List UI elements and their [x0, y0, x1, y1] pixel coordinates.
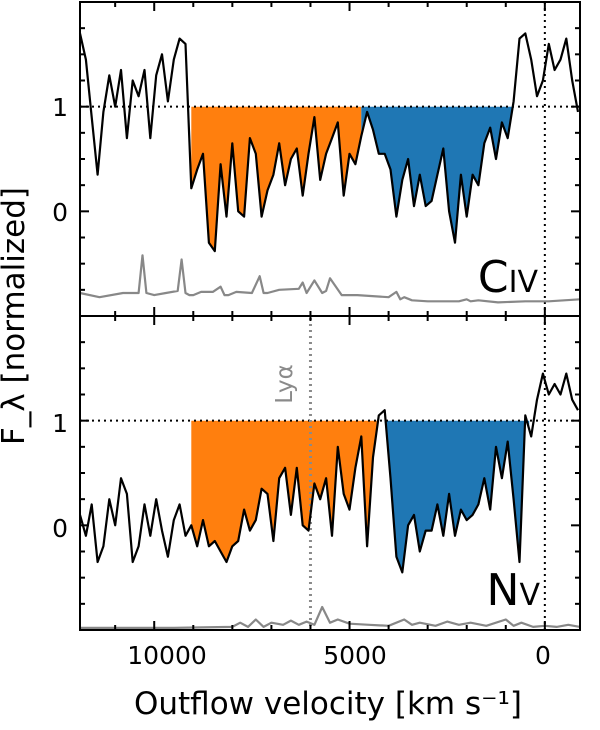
- xtick-label-5000: 5000: [323, 641, 387, 670]
- ion-label-civ: CIV: [478, 252, 539, 303]
- ion-element-n: N: [487, 565, 520, 616]
- error-line-nv: [80, 605, 581, 629]
- ion-element-c: C: [478, 252, 509, 303]
- ion-stage-v: V: [519, 578, 540, 613]
- absorption-fill-high-velocity-civ: [191, 106, 362, 252]
- ytick-label-1-top: 1: [52, 93, 68, 122]
- flux-line-nv: [78, 372, 579, 574]
- ytick-label-0-top: 0: [52, 198, 68, 227]
- absorption-fill-high-velocity-nv: [191, 420, 377, 562]
- ytick-label-0-bottom: 0: [52, 514, 68, 543]
- panel-nv: 1 0 NV Lyα 10000 5000 0: [52, 315, 581, 670]
- absorption-fill-low-velocity-nv: [376, 420, 530, 573]
- ion-label-nv: NV: [487, 565, 541, 616]
- lya-label: Lyα: [272, 364, 298, 403]
- ytick-label-1-bottom: 1: [52, 409, 68, 438]
- absorption-fill-low-velocity-civ: [361, 106, 520, 243]
- x-axis-label: Outflow velocity [km s⁻¹]: [134, 686, 522, 722]
- panel-civ: 1 0 CIV: [52, 1, 581, 317]
- panel-nv-frame: [79, 315, 581, 631]
- y-axis-label: F_λ [normalized]: [0, 187, 32, 445]
- error-line-civ: [79, 254, 581, 304]
- xtick-label-10000: 10000: [127, 641, 207, 670]
- xtick-label-0: 0: [535, 641, 551, 670]
- ion-stage-iv: IV: [509, 265, 539, 300]
- flux-line-civ: [78, 32, 580, 253]
